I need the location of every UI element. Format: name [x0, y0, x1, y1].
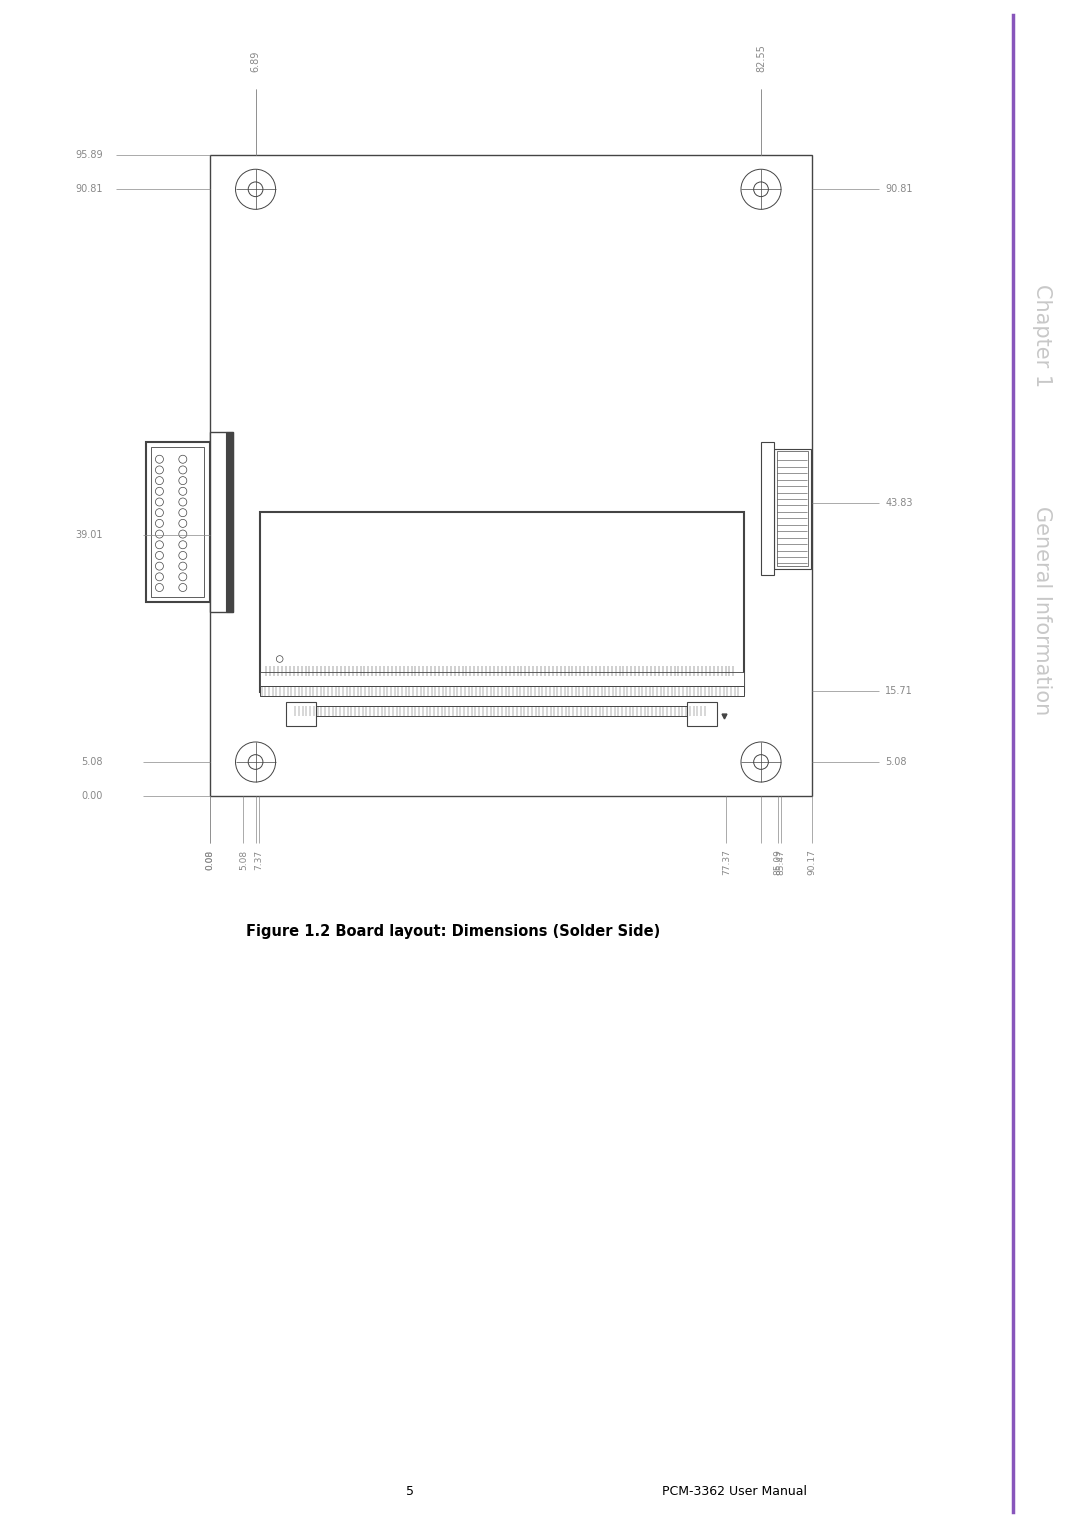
Circle shape	[156, 551, 163, 559]
Circle shape	[179, 530, 187, 538]
Text: 0.00: 0.00	[81, 791, 103, 802]
Circle shape	[156, 508, 163, 516]
Text: 5: 5	[406, 1486, 415, 1498]
Bar	[286, 702, 316, 725]
Bar	[210, 156, 812, 796]
Text: 5.08: 5.08	[886, 757, 907, 767]
Bar	[259, 686, 744, 696]
Text: 85.47: 85.47	[777, 849, 785, 875]
Text: General Information: General Information	[1032, 505, 1052, 716]
Circle shape	[156, 541, 163, 548]
Text: 43.83: 43.83	[886, 498, 913, 508]
Circle shape	[156, 466, 163, 473]
Text: Chapter 1: Chapter 1	[1032, 284, 1052, 388]
Text: 77.37: 77.37	[721, 849, 731, 875]
Circle shape	[741, 169, 781, 209]
Circle shape	[179, 476, 187, 484]
Circle shape	[248, 182, 262, 197]
Text: 5.08: 5.08	[239, 849, 248, 869]
Text: 39.01: 39.01	[76, 530, 103, 541]
Circle shape	[741, 742, 781, 782]
Circle shape	[276, 655, 283, 663]
Circle shape	[179, 573, 187, 580]
Bar	[151, 447, 204, 597]
Bar	[774, 449, 811, 568]
Circle shape	[235, 742, 275, 782]
Circle shape	[179, 455, 187, 463]
Text: 0.08: 0.08	[205, 849, 215, 869]
Circle shape	[156, 455, 163, 463]
Text: 0.00: 0.00	[205, 849, 214, 869]
Circle shape	[156, 487, 163, 495]
Circle shape	[179, 583, 187, 591]
Text: 7.37: 7.37	[254, 849, 264, 869]
Circle shape	[754, 182, 768, 197]
Text: PCM-3362 User Manual: PCM-3362 User Manual	[662, 1486, 807, 1498]
Text: 5.08: 5.08	[81, 757, 103, 767]
Text: 90.81: 90.81	[76, 185, 103, 194]
Circle shape	[179, 519, 187, 527]
Circle shape	[179, 551, 187, 559]
Text: Figure 1.2 Board layout: Dimensions (Solder Side): Figure 1.2 Board layout: Dimensions (Sol…	[246, 924, 661, 939]
Circle shape	[754, 754, 768, 770]
Text: 95.89: 95.89	[75, 150, 103, 160]
Text: 90.17: 90.17	[808, 849, 816, 875]
Circle shape	[156, 530, 163, 538]
Circle shape	[156, 583, 163, 591]
Text: 85.09: 85.09	[773, 849, 783, 875]
Bar	[226, 432, 233, 612]
Text: 15.71: 15.71	[886, 686, 914, 696]
Text: 82.55: 82.55	[756, 44, 766, 72]
Circle shape	[179, 498, 187, 505]
Circle shape	[156, 476, 163, 484]
Bar	[146, 441, 210, 602]
Circle shape	[179, 541, 187, 548]
Circle shape	[156, 498, 163, 505]
Circle shape	[156, 562, 163, 570]
Bar	[760, 441, 774, 576]
Circle shape	[179, 487, 187, 495]
Bar	[259, 672, 744, 686]
Text: 90.81: 90.81	[886, 185, 913, 194]
Circle shape	[179, 562, 187, 570]
Circle shape	[179, 466, 187, 473]
Circle shape	[156, 573, 163, 580]
Bar	[259, 512, 744, 692]
Circle shape	[156, 519, 163, 527]
Circle shape	[179, 508, 187, 516]
Bar	[293, 705, 711, 716]
Text: 6.89: 6.89	[251, 50, 260, 72]
Bar	[687, 702, 717, 725]
Bar	[210, 432, 233, 612]
Bar	[777, 452, 808, 567]
Circle shape	[248, 754, 262, 770]
Circle shape	[235, 169, 275, 209]
